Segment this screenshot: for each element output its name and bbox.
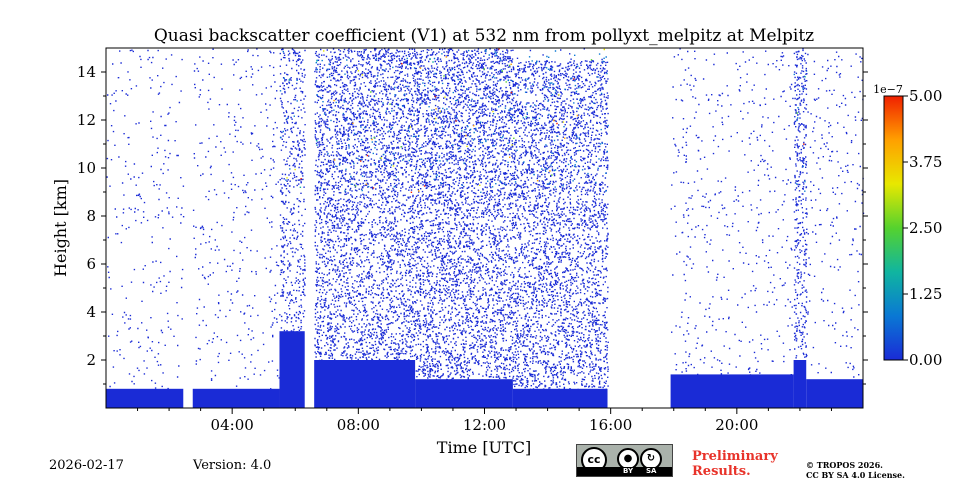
copyright-line1: © TROPOS 2026. xyxy=(806,460,883,470)
surface-layer xyxy=(192,388,280,408)
copyright-note: © TROPOS 2026. CC BY SA 4.0 License. xyxy=(806,460,905,480)
speckle xyxy=(279,48,307,333)
y-tick-label: 6 xyxy=(86,255,96,273)
speckle xyxy=(670,48,794,376)
date-label: 2026-02-17 xyxy=(49,458,124,473)
surface-layer xyxy=(512,388,608,408)
colored-speckle xyxy=(286,168,296,179)
colored-speckle xyxy=(803,143,805,145)
version-label: Version: 4.0 xyxy=(193,458,272,473)
cc-license-badge: cc ● ↻ BY SA xyxy=(576,444,673,477)
x-axis-label: Time [UTC] xyxy=(437,438,531,457)
colorbar xyxy=(883,95,904,361)
colored-speckle xyxy=(280,52,304,183)
colored-speckle xyxy=(794,49,807,190)
y-tick-label: 14 xyxy=(77,63,96,81)
chart-title: Quasi backscatter coefficient (V1) at 53… xyxy=(154,26,814,46)
y-tick-label: 8 xyxy=(86,207,96,225)
colored-speckle xyxy=(804,76,806,78)
surface-layer xyxy=(793,360,807,408)
signal-segment-7 xyxy=(793,48,808,408)
colored-speckle xyxy=(415,48,510,193)
preliminary-line2: Results. xyxy=(692,464,751,479)
colorbar-multiplier: 1e−7 xyxy=(873,83,903,96)
x-tick-label: 16:00 xyxy=(589,416,632,434)
colorbar-ticks: 0.00 1.25 2.50 3.75 5.00 xyxy=(903,87,942,369)
speckle xyxy=(806,51,865,378)
surface-layer xyxy=(670,374,794,408)
signal-segment-3 xyxy=(314,48,417,408)
x-tick-label: 08:00 xyxy=(337,416,380,434)
heatmap-pixels xyxy=(106,48,865,408)
colorbar-tick-label: 1.25 xyxy=(909,285,942,303)
x-tick-label: 12:00 xyxy=(463,416,506,434)
signal-segment-1 xyxy=(192,48,281,408)
surface-layer xyxy=(279,331,305,408)
y-tick-label: 4 xyxy=(86,303,96,321)
y-tick-label: 12 xyxy=(77,111,96,129)
signal-segment-4 xyxy=(415,48,515,408)
preliminary-results-note: Preliminary Results. xyxy=(692,449,778,479)
surface-layer xyxy=(415,379,513,408)
speckle xyxy=(793,48,808,359)
license-bar xyxy=(577,467,672,476)
speckle xyxy=(106,49,185,390)
y-axis-label: Height [km] xyxy=(51,179,70,277)
surface-layer xyxy=(314,360,416,408)
signal-segment-5 xyxy=(512,48,609,408)
speckle xyxy=(415,48,515,381)
y-tick-label: 2 xyxy=(86,351,96,369)
x-axis: 04:00 08:00 12:00 16:00 20:00 xyxy=(137,408,832,434)
colorbar-tick-label: 5.00 xyxy=(909,87,942,105)
signal-segment-8 xyxy=(806,51,865,408)
license-by-label: BY xyxy=(623,467,634,475)
signal-segment-2 xyxy=(279,48,307,408)
colored-speckle xyxy=(315,57,417,192)
y-tick-label: 10 xyxy=(77,159,96,177)
surface-layer xyxy=(106,388,184,408)
colored-speckle xyxy=(300,178,302,180)
x-tick-label: 04:00 xyxy=(211,416,254,434)
signal-segment-6 xyxy=(670,48,794,408)
colorbar-tick-label: 3.75 xyxy=(909,153,942,171)
speckle xyxy=(512,60,609,391)
surface-layer xyxy=(806,379,863,408)
colored-speckle xyxy=(279,51,298,181)
colored-speckle xyxy=(525,116,527,118)
speckle xyxy=(314,48,417,362)
x-tick-label: 20:00 xyxy=(715,416,758,434)
colored-speckle xyxy=(796,112,798,114)
preliminary-line1: Preliminary xyxy=(692,449,778,464)
signal-segment-0 xyxy=(106,49,185,408)
copyright-line2: CC BY SA 4.0 License. xyxy=(806,470,905,480)
colorbar-tick-label: 2.50 xyxy=(909,219,942,237)
y-axis: 2 4 6 8 10 12 14 xyxy=(77,63,868,385)
attribution-person-icon: ● xyxy=(617,448,639,470)
license-sa-label: SA xyxy=(646,467,657,475)
speckle xyxy=(192,48,281,390)
colored-speckle xyxy=(429,58,434,63)
colorbar-tick-label: 0.00 xyxy=(909,351,942,369)
